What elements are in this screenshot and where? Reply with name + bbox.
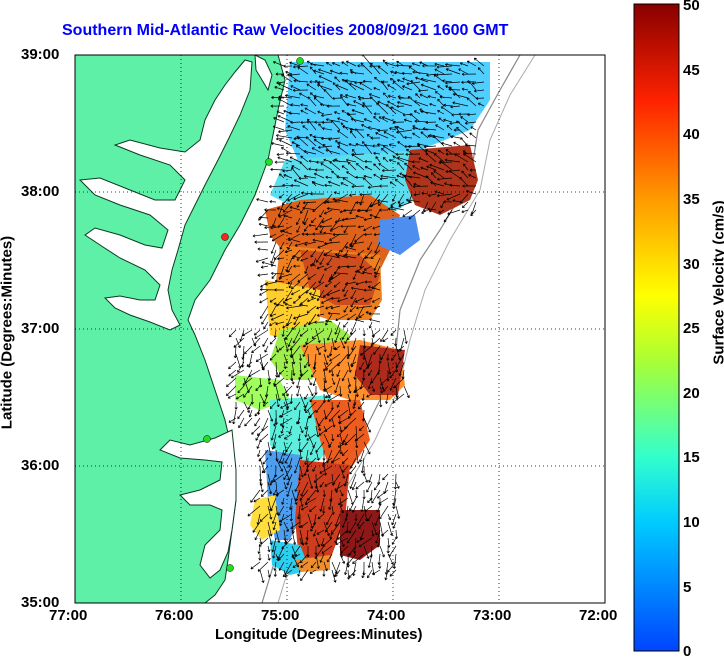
- colorbar-tick: 50: [683, 0, 700, 14]
- colorbar-tick: 15: [683, 449, 700, 466]
- colorbar-tick: 20: [683, 385, 700, 402]
- x-tick: 75:00: [261, 607, 299, 624]
- colorbar-label: Surface Velocity (cm/s): [711, 188, 724, 378]
- colorbar: [634, 4, 679, 651]
- x-tick: 72:00: [579, 607, 617, 624]
- x-axis-label: Longitude (Degrees:Minutes): [215, 626, 423, 643]
- x-tick: 73:00: [473, 607, 511, 624]
- colorbar-tick: 35: [683, 191, 700, 208]
- colorbar-tick: 30: [683, 256, 700, 273]
- x-tick: 76:00: [155, 607, 193, 624]
- colorbar-tick: 40: [683, 126, 700, 143]
- colorbar-tick: 10: [683, 514, 700, 531]
- y-tick: 38:00: [21, 183, 59, 200]
- station-marker: [227, 565, 234, 572]
- station-marker: [204, 436, 211, 443]
- y-tick: 36:00: [21, 457, 59, 474]
- station-marker: [222, 234, 229, 241]
- y-tick: 37:00: [21, 320, 59, 337]
- x-tick: 74:00: [367, 607, 405, 624]
- colorbar-tick: 0: [683, 643, 691, 660]
- colorbar-tick: 5: [683, 579, 691, 596]
- colorbar-tick: 45: [683, 62, 700, 79]
- station-marker: [266, 159, 273, 166]
- y-tick: 39:00: [21, 46, 59, 63]
- station-marker: [297, 58, 304, 65]
- y-tick: 35:00: [21, 594, 59, 611]
- colorbar-tick: 25: [683, 320, 700, 337]
- y-axis-label: Latitude (Degrees:Minutes): [0, 233, 16, 433]
